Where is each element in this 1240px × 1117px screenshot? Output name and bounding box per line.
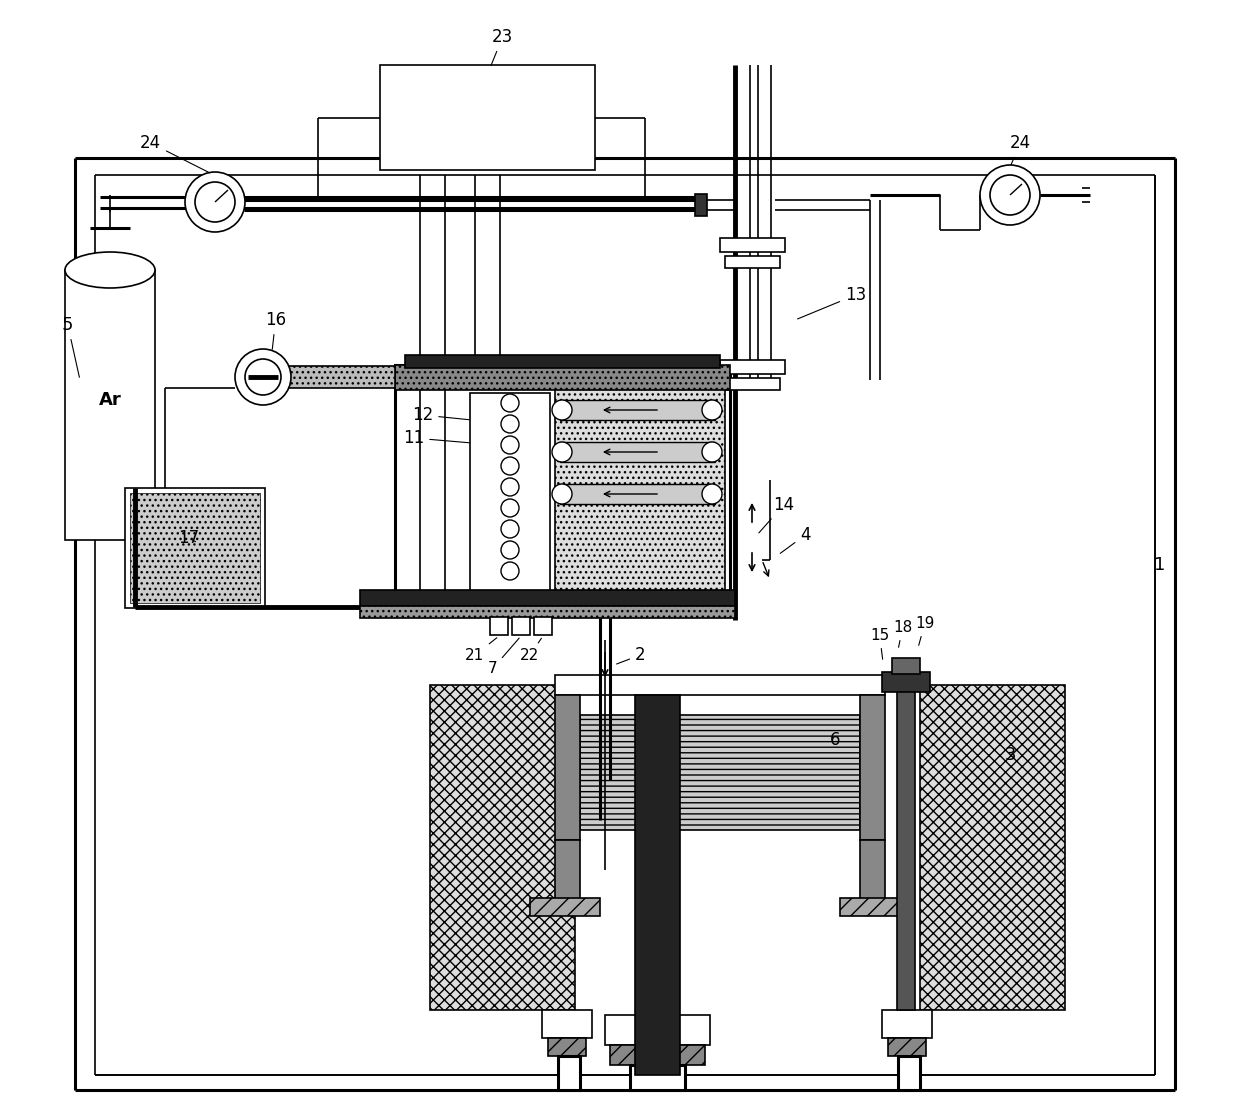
Circle shape [990,175,1030,214]
Circle shape [501,457,520,475]
Bar [556,840,580,900]
Bar [556,675,885,695]
Bar [125,488,265,608]
Bar [405,355,720,367]
Ellipse shape [64,252,155,288]
Circle shape [980,165,1040,225]
Bar [542,1010,591,1038]
Text: 21: 21 [465,638,497,663]
Text: 14: 14 [759,496,794,533]
Bar [882,672,930,693]
Text: 11: 11 [403,429,469,447]
Bar [64,270,155,540]
Circle shape [552,484,572,504]
Text: Ar: Ar [99,391,122,409]
Text: 1: 1 [1153,556,1166,574]
Bar [548,1038,587,1056]
Circle shape [195,182,236,222]
Text: 18: 18 [893,620,913,647]
Bar [556,378,725,593]
Bar [560,484,715,504]
Circle shape [501,521,520,538]
Text: 4: 4 [780,526,811,553]
Circle shape [501,562,520,580]
Bar [529,898,600,916]
Text: 3: 3 [1004,746,1016,764]
Bar [490,617,508,634]
Bar [470,393,551,593]
Text: 15: 15 [870,628,889,659]
Bar [920,685,1065,1010]
Text: 5: 5 [62,316,79,378]
Circle shape [702,442,722,462]
Circle shape [702,484,722,504]
Bar [897,680,915,1010]
Circle shape [501,478,520,496]
Text: 12: 12 [412,405,469,424]
Circle shape [501,436,520,454]
Circle shape [236,349,291,405]
Bar [512,617,529,634]
Bar [892,658,920,674]
Bar [725,378,780,390]
Text: 24: 24 [1011,134,1032,164]
Text: 6: 6 [830,731,841,750]
Text: 24: 24 [140,134,210,173]
Bar [430,685,575,1010]
Bar [720,360,785,374]
Circle shape [552,442,572,462]
Bar [558,1056,580,1090]
Bar [130,493,260,603]
Circle shape [501,394,520,412]
Bar [898,1056,920,1090]
Bar [560,400,715,420]
Text: 2: 2 [616,646,646,663]
Text: 19: 19 [915,615,935,646]
Text: 7: 7 [489,638,520,676]
Bar [839,898,910,916]
Bar [379,65,595,170]
Bar [635,695,680,1075]
Bar [888,1038,926,1056]
Text: 16: 16 [265,311,286,350]
Bar [861,695,885,840]
Bar [610,1046,706,1065]
Bar [560,442,715,462]
Bar [360,590,735,607]
Text: 13: 13 [797,286,867,319]
Bar [396,365,730,595]
Text: 22: 22 [520,638,542,663]
Bar [694,194,707,216]
Circle shape [552,400,572,420]
Circle shape [246,359,281,395]
Circle shape [702,400,722,420]
Circle shape [501,499,520,517]
Bar [720,238,785,252]
Text: 23: 23 [491,28,513,66]
Bar [882,1010,932,1038]
Bar [630,1065,684,1090]
Bar [556,695,580,840]
Bar [725,256,780,268]
Bar [396,365,730,390]
Circle shape [501,416,520,433]
Circle shape [185,172,246,232]
Bar [580,715,861,830]
Bar [605,1015,711,1046]
Bar [278,366,396,388]
Circle shape [501,541,520,558]
Text: 17: 17 [179,529,200,547]
Bar [360,607,735,618]
Bar [861,840,885,900]
Bar [534,617,552,634]
